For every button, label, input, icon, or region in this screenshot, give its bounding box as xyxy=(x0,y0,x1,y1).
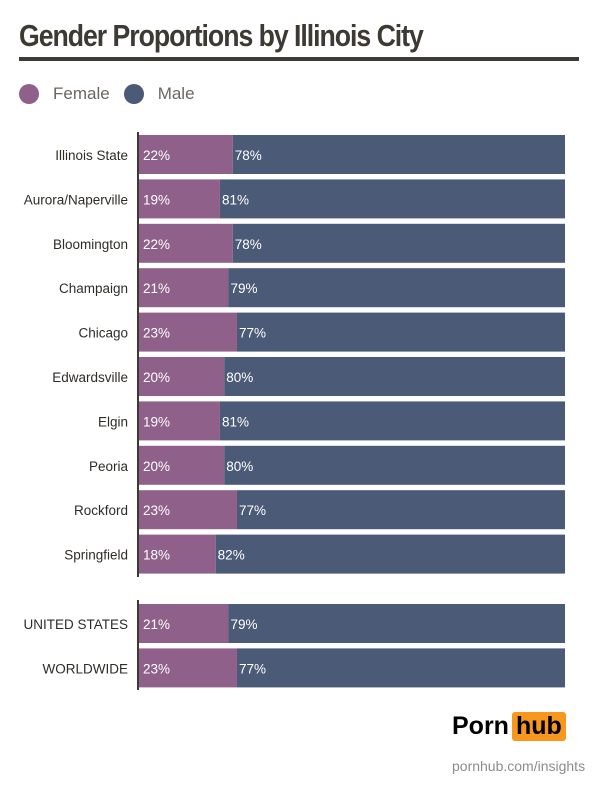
male-value-label: 82% xyxy=(218,548,245,563)
female-bar xyxy=(139,268,229,308)
male-value-label: 78% xyxy=(235,148,262,163)
female-bar xyxy=(139,401,220,441)
pornhub-logo: Porn hub xyxy=(452,712,566,741)
female-bar xyxy=(139,312,237,352)
male-value-label: 80% xyxy=(226,370,253,385)
logo-right: hub xyxy=(511,712,566,741)
female-bar xyxy=(139,357,225,396)
female-bar xyxy=(139,534,216,574)
legend-male-label: Male xyxy=(157,84,195,103)
legend: Female Male xyxy=(19,84,209,104)
female-value-label: 18% xyxy=(143,548,170,563)
female-bar xyxy=(139,445,225,485)
title-underline xyxy=(19,57,579,61)
male-bar xyxy=(232,135,565,174)
male-bar xyxy=(219,179,565,219)
female-bar xyxy=(139,604,229,643)
male-bar xyxy=(236,648,566,688)
female-value-label: 20% xyxy=(143,370,170,385)
male-bar xyxy=(215,534,565,574)
category-label: Chicago xyxy=(78,326,128,341)
female-value-label: 22% xyxy=(143,237,170,252)
male-bar xyxy=(236,312,566,352)
female-bar xyxy=(139,179,220,219)
category-label: Illinois State xyxy=(55,148,128,163)
male-value-label: 80% xyxy=(226,459,253,474)
male-value-label: 81% xyxy=(222,414,249,429)
male-swatch-icon xyxy=(123,84,144,104)
female-bar xyxy=(139,648,237,688)
category-label: Edwardsville xyxy=(52,370,128,385)
category-label: UNITED STATES xyxy=(23,617,128,632)
legend-female-label: Female xyxy=(53,84,110,103)
male-bar xyxy=(228,604,565,643)
category-label: Elgin xyxy=(98,414,128,429)
category-label: Champaign xyxy=(59,281,128,296)
male-value-label: 77% xyxy=(239,503,266,518)
male-bar xyxy=(228,268,565,308)
female-bar xyxy=(139,223,233,263)
male-value-label: 77% xyxy=(239,661,266,676)
female-value-label: 23% xyxy=(143,661,170,676)
male-bar xyxy=(219,401,565,441)
female-value-label: 21% xyxy=(143,281,170,296)
category-label: Aurora/Naperville xyxy=(24,192,128,207)
female-value-label: 23% xyxy=(143,503,170,518)
male-value-label: 78% xyxy=(235,237,262,252)
female-bar xyxy=(139,490,237,530)
male-value-label: 79% xyxy=(230,281,257,296)
category-label: Springfield xyxy=(64,548,128,563)
female-value-label: 22% xyxy=(143,148,170,163)
female-value-label: 20% xyxy=(143,459,170,474)
female-value-label: 23% xyxy=(143,326,170,341)
legend-female: Female xyxy=(19,84,110,104)
source-url: pornhub.com/insights xyxy=(452,758,586,774)
male-value-label: 77% xyxy=(239,326,266,341)
category-label: Rockford xyxy=(74,503,128,518)
chart-title: Gender Proportions by Illinois City xyxy=(19,18,424,53)
female-swatch-icon xyxy=(19,84,39,104)
category-label: Bloomington xyxy=(53,237,128,252)
male-value-label: 81% xyxy=(222,192,249,207)
female-value-label: 21% xyxy=(143,617,170,632)
male-bar xyxy=(232,223,565,263)
female-value-label: 19% xyxy=(143,192,170,207)
male-bar xyxy=(224,357,565,396)
female-bar xyxy=(139,135,233,174)
category-label: Peoria xyxy=(89,459,129,474)
logo-left: Porn xyxy=(452,712,509,740)
male-bar xyxy=(236,490,566,530)
male-value-label: 79% xyxy=(230,617,257,632)
legend-male: Male xyxy=(123,84,195,104)
category-label: WORLDWIDE xyxy=(43,661,129,676)
female-value-label: 19% xyxy=(143,414,170,429)
male-bar xyxy=(224,445,565,485)
